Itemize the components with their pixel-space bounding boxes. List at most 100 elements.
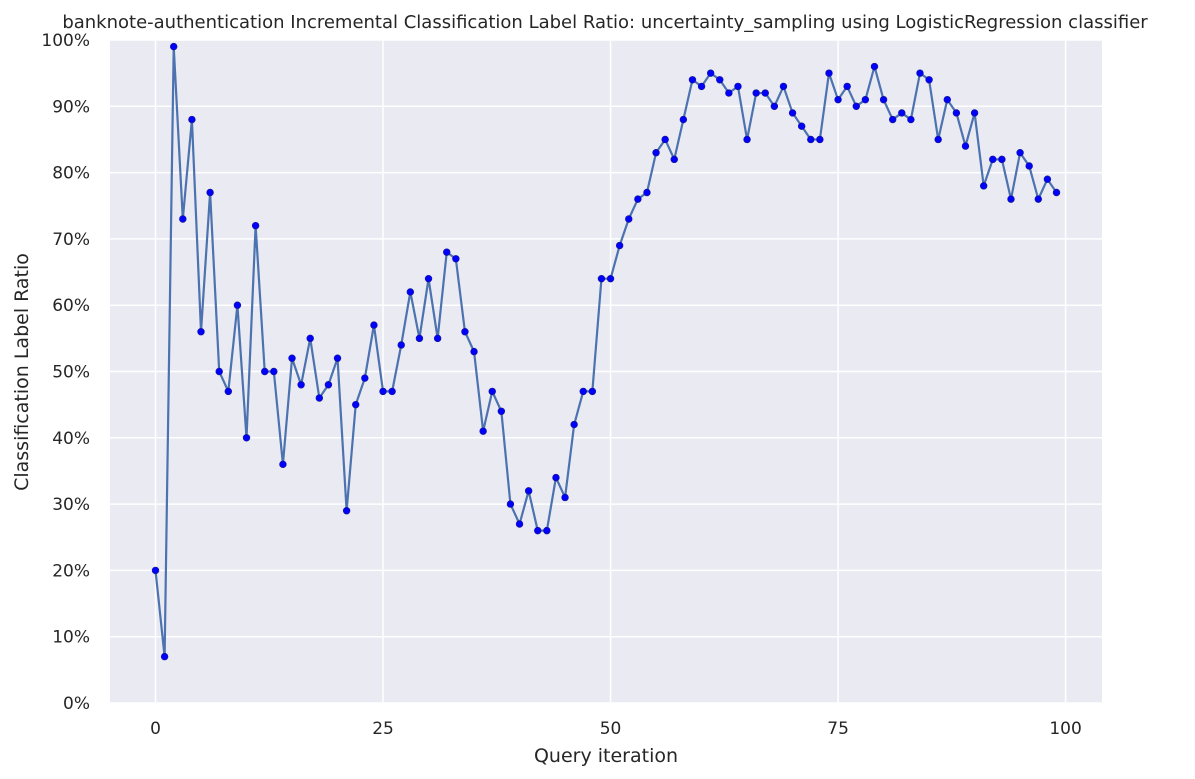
data-point [1007, 195, 1015, 203]
data-point [752, 89, 760, 97]
y-tick-label: 20% [52, 561, 90, 581]
y-axis-label: Classification Label Ratio [11, 253, 33, 491]
y-tick-label: 90% [52, 97, 90, 117]
x-tick-label: 25 [372, 719, 394, 739]
data-point [288, 354, 296, 362]
y-tick-label: 50% [52, 363, 90, 383]
data-point [188, 115, 196, 124]
data-point [397, 341, 405, 349]
data-point [1034, 195, 1042, 203]
data-point [706, 69, 715, 77]
data-point [679, 115, 688, 124]
data-point [179, 215, 187, 223]
data-point [1052, 188, 1061, 197]
data-point [770, 102, 779, 111]
data-point [634, 195, 642, 203]
y-tick-label: 100% [41, 31, 90, 51]
data-point [1025, 162, 1033, 170]
data-point [661, 135, 669, 144]
data-point [224, 387, 233, 396]
data-point [452, 255, 460, 263]
data-point [989, 155, 997, 164]
data-point [242, 434, 251, 442]
data-point [151, 566, 160, 575]
data-point [233, 301, 242, 309]
data-point [843, 82, 851, 91]
data-point [688, 76, 697, 84]
data-point [852, 102, 860, 111]
chart-title: banknote-authentication Incremental Clas… [62, 12, 1148, 33]
data-point [998, 155, 1006, 164]
y-axis-ticks: 0% 10% 20% 30% 40% 50% 60% 70% 80% 90% 100% [41, 31, 90, 714]
data-point [561, 493, 569, 502]
data-point [570, 420, 578, 429]
data-point [315, 394, 324, 402]
data-point [379, 387, 387, 396]
data-point [370, 321, 378, 329]
series-line [154, 45, 1058, 658]
data-point [697, 82, 706, 91]
y-tick-label: 60% [52, 296, 90, 316]
data-point [433, 334, 442, 343]
data-point [406, 288, 415, 296]
data-point [788, 109, 797, 117]
data-point [306, 334, 314, 343]
data-point [979, 182, 988, 190]
data-point [524, 487, 533, 495]
data-point [170, 42, 178, 51]
data-point [415, 334, 424, 343]
data-point [251, 221, 260, 230]
data-point [333, 354, 342, 362]
data-point [888, 115, 897, 124]
data-point [342, 507, 351, 515]
x-tick-label: 50 [600, 719, 622, 739]
data-point [1016, 149, 1024, 157]
data-point [388, 387, 396, 396]
data-point [215, 367, 223, 376]
data-point [916, 69, 924, 77]
y-tick-label: 70% [52, 230, 90, 250]
data-point [497, 407, 506, 415]
data-point [779, 82, 788, 91]
x-tick-label: 100 [1049, 719, 1081, 739]
data-point [743, 135, 751, 144]
data-point [670, 155, 678, 164]
data-point [461, 328, 469, 336]
data-point [488, 387, 496, 396]
data-point [352, 400, 360, 409]
x-axis-label: Query iteration [534, 745, 678, 767]
data-point [606, 274, 615, 283]
data-point [270, 367, 278, 376]
data-point [443, 248, 451, 256]
data-point [834, 95, 842, 104]
data-point [615, 241, 624, 250]
data-point [961, 142, 970, 150]
data-point [907, 115, 915, 124]
data-point [552, 473, 560, 482]
data-point [597, 274, 606, 283]
x-axis-ticks: 0 25 50 75 100 [150, 719, 1082, 739]
data-point [324, 381, 333, 389]
grid-lines [110, 39, 1102, 704]
data-point [625, 215, 633, 223]
data-point [470, 347, 478, 356]
data-point [643, 188, 651, 197]
y-tick-label: 30% [52, 495, 90, 515]
data-point [825, 69, 833, 77]
x-tick-label: 75 [827, 719, 849, 739]
data-point [970, 109, 979, 117]
data-point [952, 109, 961, 117]
data-point [361, 374, 369, 382]
data-point [515, 520, 524, 528]
data-point [797, 122, 806, 130]
data-point [479, 427, 487, 435]
data-point [588, 387, 597, 396]
data-point [652, 149, 660, 157]
data-point [943, 95, 951, 104]
data-point [816, 135, 824, 144]
data-point [807, 135, 815, 144]
data-point [506, 500, 515, 508]
data-series [151, 42, 1061, 661]
data-point [1043, 175, 1052, 183]
